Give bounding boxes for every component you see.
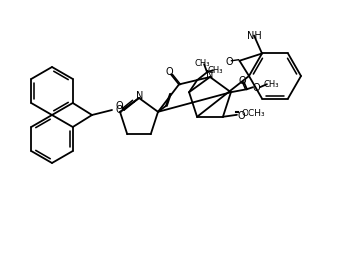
Text: O: O [115, 101, 123, 110]
Text: N: N [206, 70, 214, 80]
Text: O: O [226, 57, 233, 67]
Text: O: O [237, 110, 245, 120]
Text: O: O [165, 67, 173, 77]
Text: OCH₃: OCH₃ [241, 109, 265, 118]
Text: CH₃: CH₃ [207, 66, 223, 74]
Text: N: N [136, 91, 144, 101]
Text: NH: NH [246, 31, 261, 41]
Text: CH₃: CH₃ [194, 58, 210, 67]
Text: O: O [252, 83, 260, 93]
Text: O: O [238, 76, 246, 86]
Text: O: O [115, 105, 123, 115]
Text: CH₃: CH₃ [263, 80, 279, 88]
